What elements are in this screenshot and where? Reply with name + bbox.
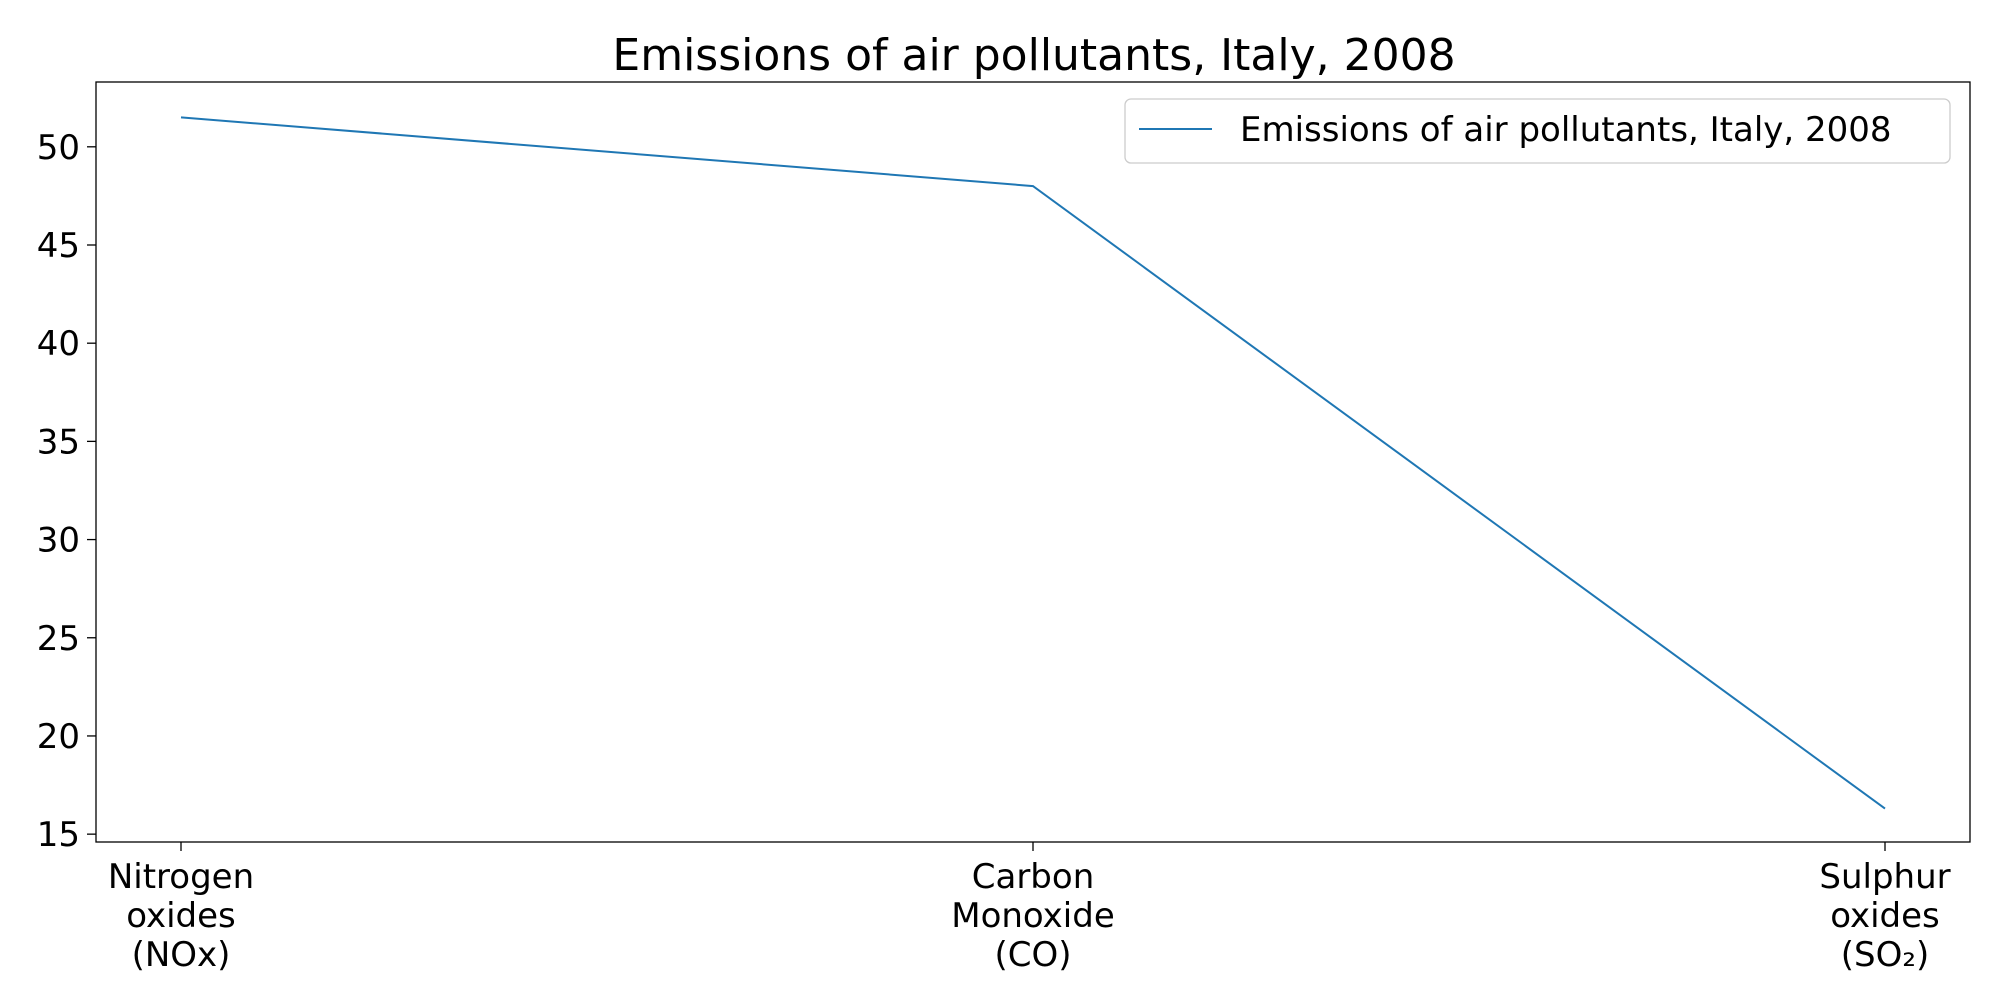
x-tick-label: Nitrogen oxides (NOx): [108, 857, 254, 975]
y-tick-label: 30: [37, 521, 80, 561]
series-line: [180, 116, 1886, 810]
y-tick-label: 50: [37, 128, 80, 168]
legend: Emissions of air pollutants, Italy, 2008: [1124, 98, 1951, 164]
plot-area-frame: [95, 81, 1971, 843]
chart-title: Emissions of air pollutants, Italy, 2008: [612, 30, 1455, 81]
series-layer: [180, 116, 1886, 810]
legend-frame: [1124, 98, 1951, 164]
y-tick-label: 40: [37, 324, 80, 364]
y-tick-label: 20: [37, 717, 80, 757]
legend-label: Emissions of air pollutants, Italy, 2008: [1240, 110, 1892, 150]
x-axis: Nitrogen oxides (NOx) Carbon Monoxide (CO) Sul…: [108, 842, 1951, 975]
y-tick-label: 15: [37, 815, 80, 855]
y-tick-label: 25: [37, 619, 80, 659]
x-tick-label: Carbon Monoxide (CO): [951, 857, 1115, 975]
y-tick-label: 35: [37, 422, 80, 462]
y-axis: 15 20 25 30 35 40 45 50: [37, 128, 96, 855]
y-tick-label: 45: [37, 226, 80, 266]
x-tick-label: Sulphur oxides (SO₂): [1819, 857, 1950, 975]
